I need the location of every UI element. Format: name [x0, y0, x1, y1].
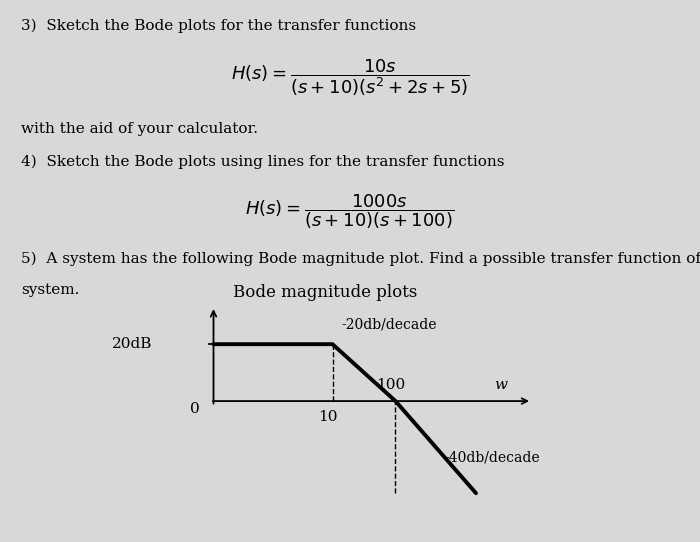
Text: -40db/decade: -40db/decade	[444, 451, 540, 465]
Text: 10: 10	[318, 410, 337, 424]
Text: Bode magnitude plots: Bode magnitude plots	[233, 284, 418, 301]
Text: 5)  A system has the following Bode magnitude plot. Find a possible transfer fun: 5) A system has the following Bode magni…	[21, 252, 700, 267]
Text: 0: 0	[190, 402, 200, 416]
Text: -20db/decade: -20db/decade	[342, 318, 437, 332]
Text: w: w	[494, 378, 507, 392]
Text: 20dB: 20dB	[112, 337, 153, 351]
Text: 4)  Sketch the Bode plots using lines for the transfer functions: 4) Sketch the Bode plots using lines for…	[21, 154, 505, 169]
Text: 3)  Sketch the Bode plots for the transfer functions: 3) Sketch the Bode plots for the transfe…	[21, 19, 416, 34]
Text: with the aid of your calculator.: with the aid of your calculator.	[21, 122, 258, 136]
Text: $H(s) = \dfrac{10s}{(s+10)(s^2+2s+5)}$: $H(s) = \dfrac{10s}{(s+10)(s^2+2s+5)}$	[230, 57, 470, 98]
Text: $H(s) = \dfrac{1000s}{(s+10)(s+100)}$: $H(s) = \dfrac{1000s}{(s+10)(s+100)}$	[245, 192, 455, 231]
Text: 100: 100	[376, 378, 405, 392]
Text: system.: system.	[21, 283, 79, 297]
